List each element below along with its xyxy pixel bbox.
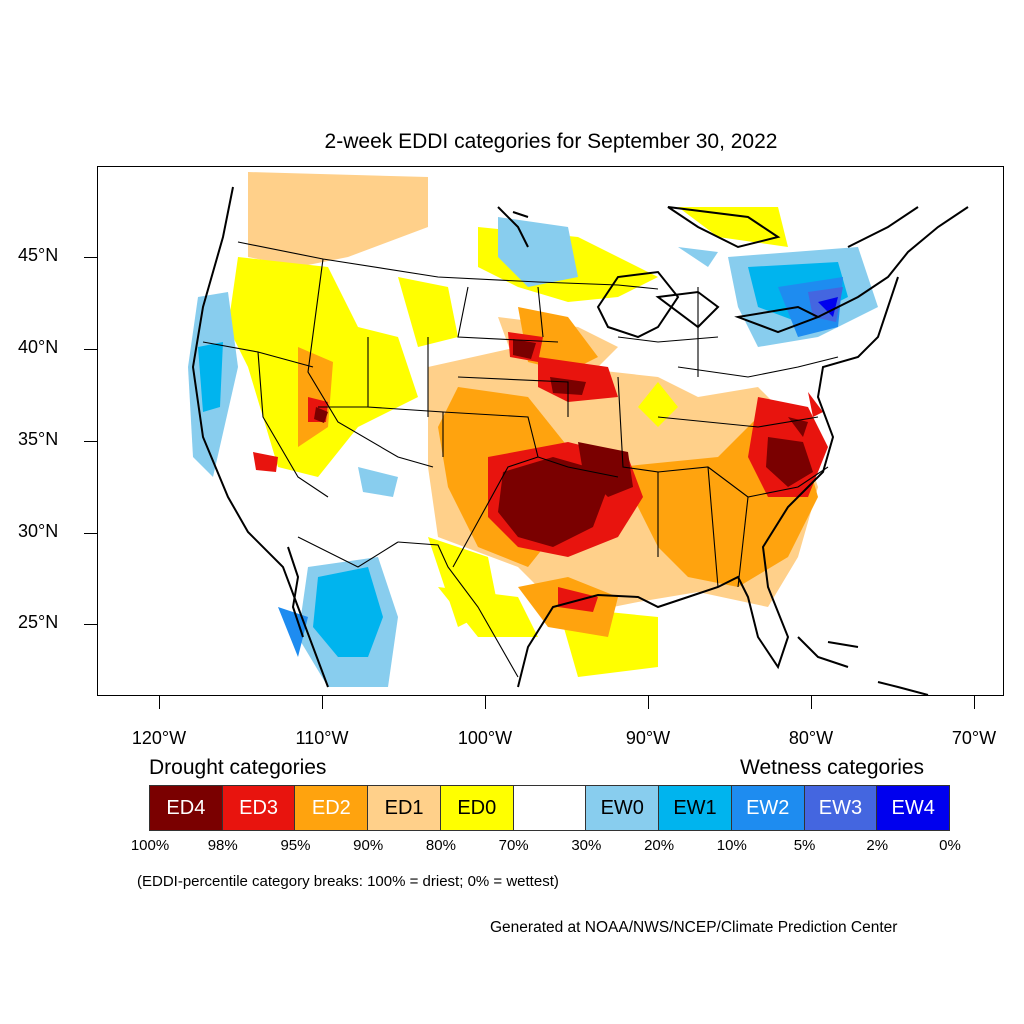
wetness-categories-heading: Wetness categories [740, 756, 925, 779]
drought-categories-heading: Drought categories [149, 756, 327, 779]
percentile-break: 0% [939, 837, 961, 854]
lon-label-80: 80°W [788, 728, 834, 748]
percentile-break: 70% [498, 837, 529, 854]
percentile-break: 2% [866, 837, 889, 854]
percentile-break: 30% [571, 837, 602, 854]
legend-swatch-ed1: ED1 [367, 785, 441, 831]
lon-tick-120 [159, 696, 160, 709]
credit-line: Generated at NOAA/NWS/NCEP/Climate Predi… [490, 919, 898, 936]
lon-tick-110 [322, 696, 323, 709]
legend-swatch-ed2: ED2 [294, 785, 369, 831]
eddi-map [188, 172, 969, 695]
lon-label-90: 90°W [625, 728, 671, 748]
percentile-break: 10% [716, 837, 747, 854]
lon-label-110: 110°W [295, 728, 349, 748]
category-legend: ED4 ED3 ED2 ED1 ED0 EW0 EW1 EW2 EW3 EW4 [149, 785, 951, 831]
percentile-break: 20% [644, 837, 675, 854]
percentile-break: 90% [353, 837, 384, 854]
lon-label-70: 70°W [951, 728, 997, 748]
legend-swatch-ed3: ED3 [221, 785, 296, 831]
percentile-break: 80% [425, 837, 456, 854]
legend-swatch-ew4: EW4 [876, 785, 951, 831]
percentile-break: 5% [793, 837, 816, 854]
percentile-break: 95% [280, 837, 311, 854]
percentile-break: 100% [130, 837, 170, 854]
lon-tick-70 [974, 696, 975, 709]
map-area [97, 166, 1004, 696]
lat-label-40: 40°N [18, 337, 59, 357]
legend-swatch-ew2: EW2 [730, 785, 805, 831]
lat-label-30: 30°N [18, 521, 59, 541]
lat-tick-30 [84, 533, 97, 534]
legend-swatch-neutral [512, 785, 587, 831]
lat-tick-35 [84, 441, 97, 442]
lat-tick-25 [84, 624, 97, 625]
lon-tick-100 [485, 696, 486, 709]
lat-tick-40 [84, 349, 97, 350]
legend-swatch-ed4: ED4 [149, 785, 223, 831]
legend-swatch-ew0: EW0 [585, 785, 660, 831]
lat-tick-45 [84, 257, 97, 258]
lat-label-35: 35°N [18, 429, 59, 449]
legend-swatch-ew3: EW3 [803, 785, 878, 831]
ew4-region [818, 297, 838, 317]
map-title: 2-week EDDI categories for September 30,… [324, 130, 778, 153]
lat-label-45: 45°N [18, 245, 59, 265]
legend-swatch-ew1: EW1 [658, 785, 732, 831]
lon-label-100: 100°W [457, 728, 513, 748]
boundaries [202, 241, 839, 678]
lon-label-120: 120°W [131, 728, 187, 748]
category-note: (EDDI-percentile category breaks: 100% =… [137, 873, 559, 890]
percentile-break: 98% [207, 837, 238, 854]
coastlines [191, 186, 969, 695]
lon-tick-90 [648, 696, 649, 709]
lon-tick-80 [811, 696, 812, 709]
legend-swatch-ed0: ED0 [439, 785, 514, 831]
lat-label-25: 25°N [18, 612, 59, 632]
